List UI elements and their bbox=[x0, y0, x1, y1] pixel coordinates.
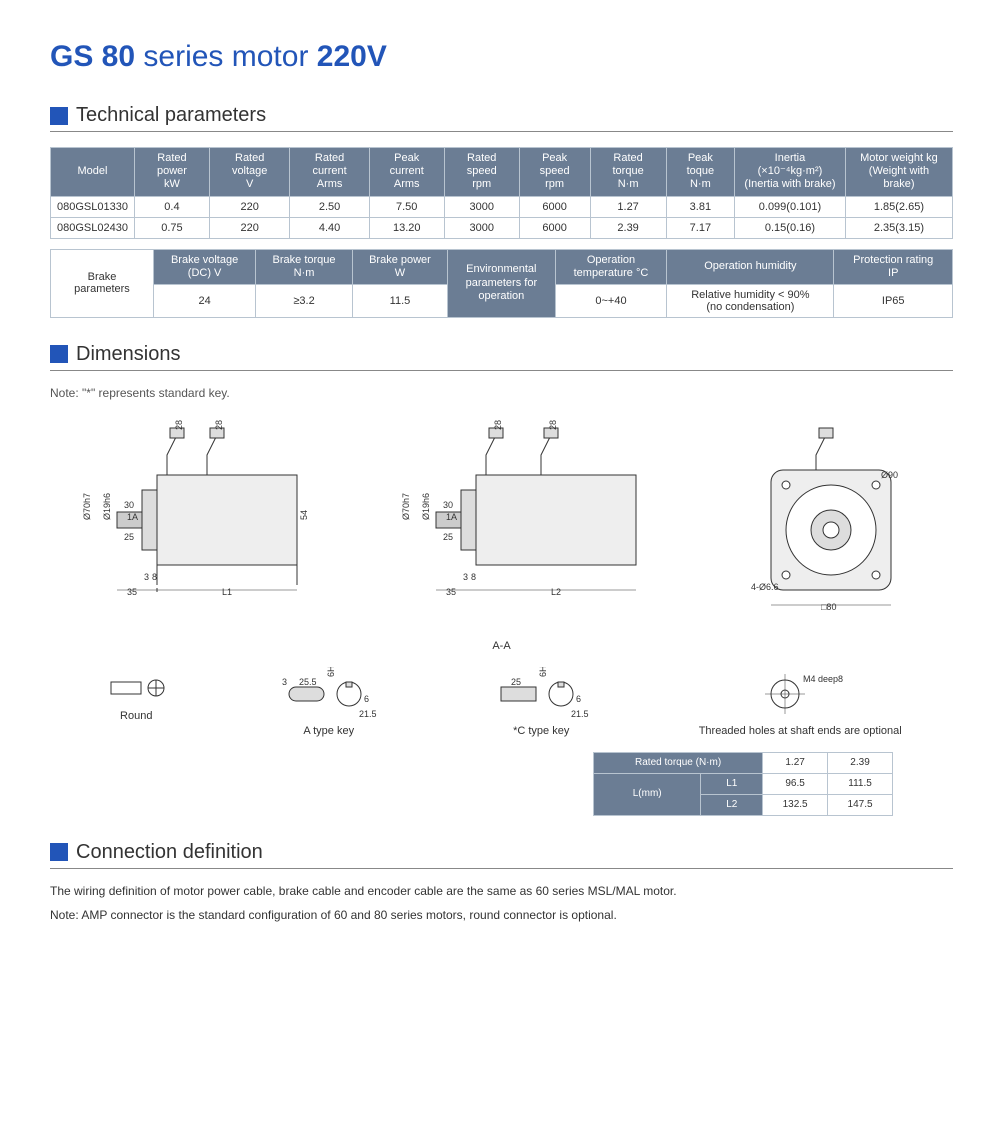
svg-text:25: 25 bbox=[511, 677, 521, 687]
svg-text:M4 deep8: M4 deep8 bbox=[803, 674, 843, 684]
motor-side-L1: 280±20 280±20 Ø70h7 Ø19h6 30 1A 25 3 8 3… bbox=[82, 420, 322, 620]
square: □80 bbox=[821, 602, 836, 612]
tech-header: Rated currentArms bbox=[290, 148, 369, 197]
title-thin: series motor bbox=[135, 40, 317, 73]
L1-label: L1 bbox=[222, 587, 232, 597]
title-bold2: 220V bbox=[317, 40, 387, 73]
section-dim-title: Dimensions bbox=[76, 343, 180, 366]
section-dim: Dimensions bbox=[50, 343, 953, 371]
svg-text:1A: 1A bbox=[446, 512, 457, 522]
svg-text:280±20: 280±20 bbox=[548, 420, 558, 430]
brake-header: Operationtemperature °C bbox=[555, 249, 667, 284]
tech-header: Inertia (×10⁻⁴kg·m²)(Inertia with brake) bbox=[735, 148, 846, 197]
section-conn: Connection definition bbox=[50, 841, 953, 869]
section-square-icon bbox=[50, 345, 68, 363]
svg-text:21.5: 21.5 bbox=[571, 709, 589, 719]
svg-text:30: 30 bbox=[443, 500, 453, 510]
conn-text: The wiring definition of motor power cab… bbox=[50, 884, 953, 898]
brake-header: Operation humidity bbox=[667, 249, 834, 284]
svg-text:8: 8 bbox=[471, 572, 476, 582]
svg-text:25: 25 bbox=[443, 532, 453, 542]
key-types-row: Round 3 25.5 6H9/h9 6 21.5 A type key 25… bbox=[50, 667, 953, 737]
svg-text:6: 6 bbox=[576, 694, 581, 704]
tech-header: Rated powerkW bbox=[134, 148, 209, 197]
table-row: 080GSL013300.42202.507.50300060001.273.8… bbox=[51, 196, 953, 217]
brake-header: Environmentalparameters foroperation bbox=[448, 249, 556, 317]
tech-header: Peak toqueN·m bbox=[666, 148, 734, 197]
motor-side-L2: 280±20 280±20 Ø70h7 Ø19h6 30 1A 25 3 8 3… bbox=[401, 420, 661, 620]
tech-header: Peak speedrpm bbox=[519, 148, 590, 197]
shaft-len: 30 bbox=[124, 500, 134, 510]
conn-note: Note: AMP connector is the standard conf… bbox=[50, 908, 953, 922]
page-title: GS 80 series motor 220V bbox=[50, 40, 953, 74]
cable-len: 280±20 bbox=[174, 420, 184, 430]
key-w: 1A bbox=[127, 512, 138, 522]
shaft-d: Ø19h6 bbox=[102, 493, 112, 520]
svg-text:35: 35 bbox=[446, 587, 456, 597]
key-round: Round bbox=[101, 667, 171, 737]
section-conn-title: Connection definition bbox=[76, 841, 263, 864]
height: 54 bbox=[299, 510, 309, 520]
tech-header: Rated torqueN·m bbox=[590, 148, 666, 197]
step2: 8 bbox=[152, 572, 157, 582]
brake-header: Brake torqueN·m bbox=[256, 249, 353, 284]
svg-text:Ø19h6: Ø19h6 bbox=[421, 493, 431, 520]
brake-header: Protection ratingIP bbox=[834, 249, 953, 284]
tech-header: Motor weight kg(Weight with brake) bbox=[845, 148, 952, 197]
holes: 4-Ø6.6 bbox=[751, 582, 779, 592]
section-tech-title: Technical parameters bbox=[76, 104, 266, 127]
svg-text:Ø70h7: Ø70h7 bbox=[401, 493, 411, 520]
svg-text:3: 3 bbox=[463, 572, 468, 582]
svg-text:6: 6 bbox=[364, 694, 369, 704]
section-aa: A-A bbox=[50, 640, 953, 652]
tech-table: ModelRated powerkWRated voltageVRated cu… bbox=[50, 147, 953, 239]
front-len: 35 bbox=[127, 587, 137, 597]
cable-len2: 280±20 bbox=[214, 420, 224, 430]
tech-header: Peak currentArms bbox=[369, 148, 444, 197]
tech-header: Model bbox=[51, 148, 135, 197]
section-tech: Technical parameters bbox=[50, 104, 953, 132]
L2-label: L2 bbox=[551, 587, 561, 597]
motor-front: Ø90 4-Ø6.6 □80 bbox=[741, 420, 921, 620]
svg-text:6H9/h9: 6H9/h9 bbox=[326, 667, 336, 677]
key-pos: 25 bbox=[124, 532, 134, 542]
title-bold1: GS 80 bbox=[50, 40, 135, 73]
brake-header: Brake powerW bbox=[352, 249, 447, 284]
svg-text:3: 3 bbox=[282, 677, 287, 687]
step1: 3 bbox=[144, 572, 149, 582]
key-a: 3 25.5 6H9/h9 6 21.5 A type key bbox=[274, 667, 384, 737]
brake-table: BrakeparametersBrake voltage(DC) VBrake … bbox=[50, 249, 953, 318]
brake-label: Brakeparameters bbox=[51, 249, 154, 317]
key-thread: M4 deep8 Threaded holes at shaft ends ar… bbox=[699, 667, 902, 737]
flange-d: Ø70h7 bbox=[82, 493, 92, 520]
section-square-icon bbox=[50, 107, 68, 125]
length-table: Rated torque (N·m) 1.27 2.39 L(mm) L1 96… bbox=[593, 752, 893, 816]
tech-header: Rated speedrpm bbox=[444, 148, 519, 197]
svg-text:21.5: 21.5 bbox=[359, 709, 377, 719]
dim-note: Note: "*" represents standard key. bbox=[50, 386, 953, 400]
table-row: 080GSL024300.752204.4013.20300060002.397… bbox=[51, 217, 953, 238]
bolt-circle: Ø90 bbox=[881, 470, 898, 480]
svg-text:6H9/h9: 6H9/h9 bbox=[538, 667, 548, 677]
svg-text:25.5: 25.5 bbox=[299, 677, 317, 687]
section-square-icon bbox=[50, 843, 68, 861]
tech-header: Rated voltageV bbox=[209, 148, 290, 197]
key-c: 25 6H9/h9 6 21.5 *C type key bbox=[486, 667, 596, 737]
svg-text:280±20: 280±20 bbox=[493, 420, 503, 430]
dimensions-drawings: 280±20 280±20 Ø70h7 Ø19h6 30 1A 25 3 8 3… bbox=[50, 420, 953, 620]
brake-header: Brake voltage(DC) V bbox=[154, 249, 256, 284]
